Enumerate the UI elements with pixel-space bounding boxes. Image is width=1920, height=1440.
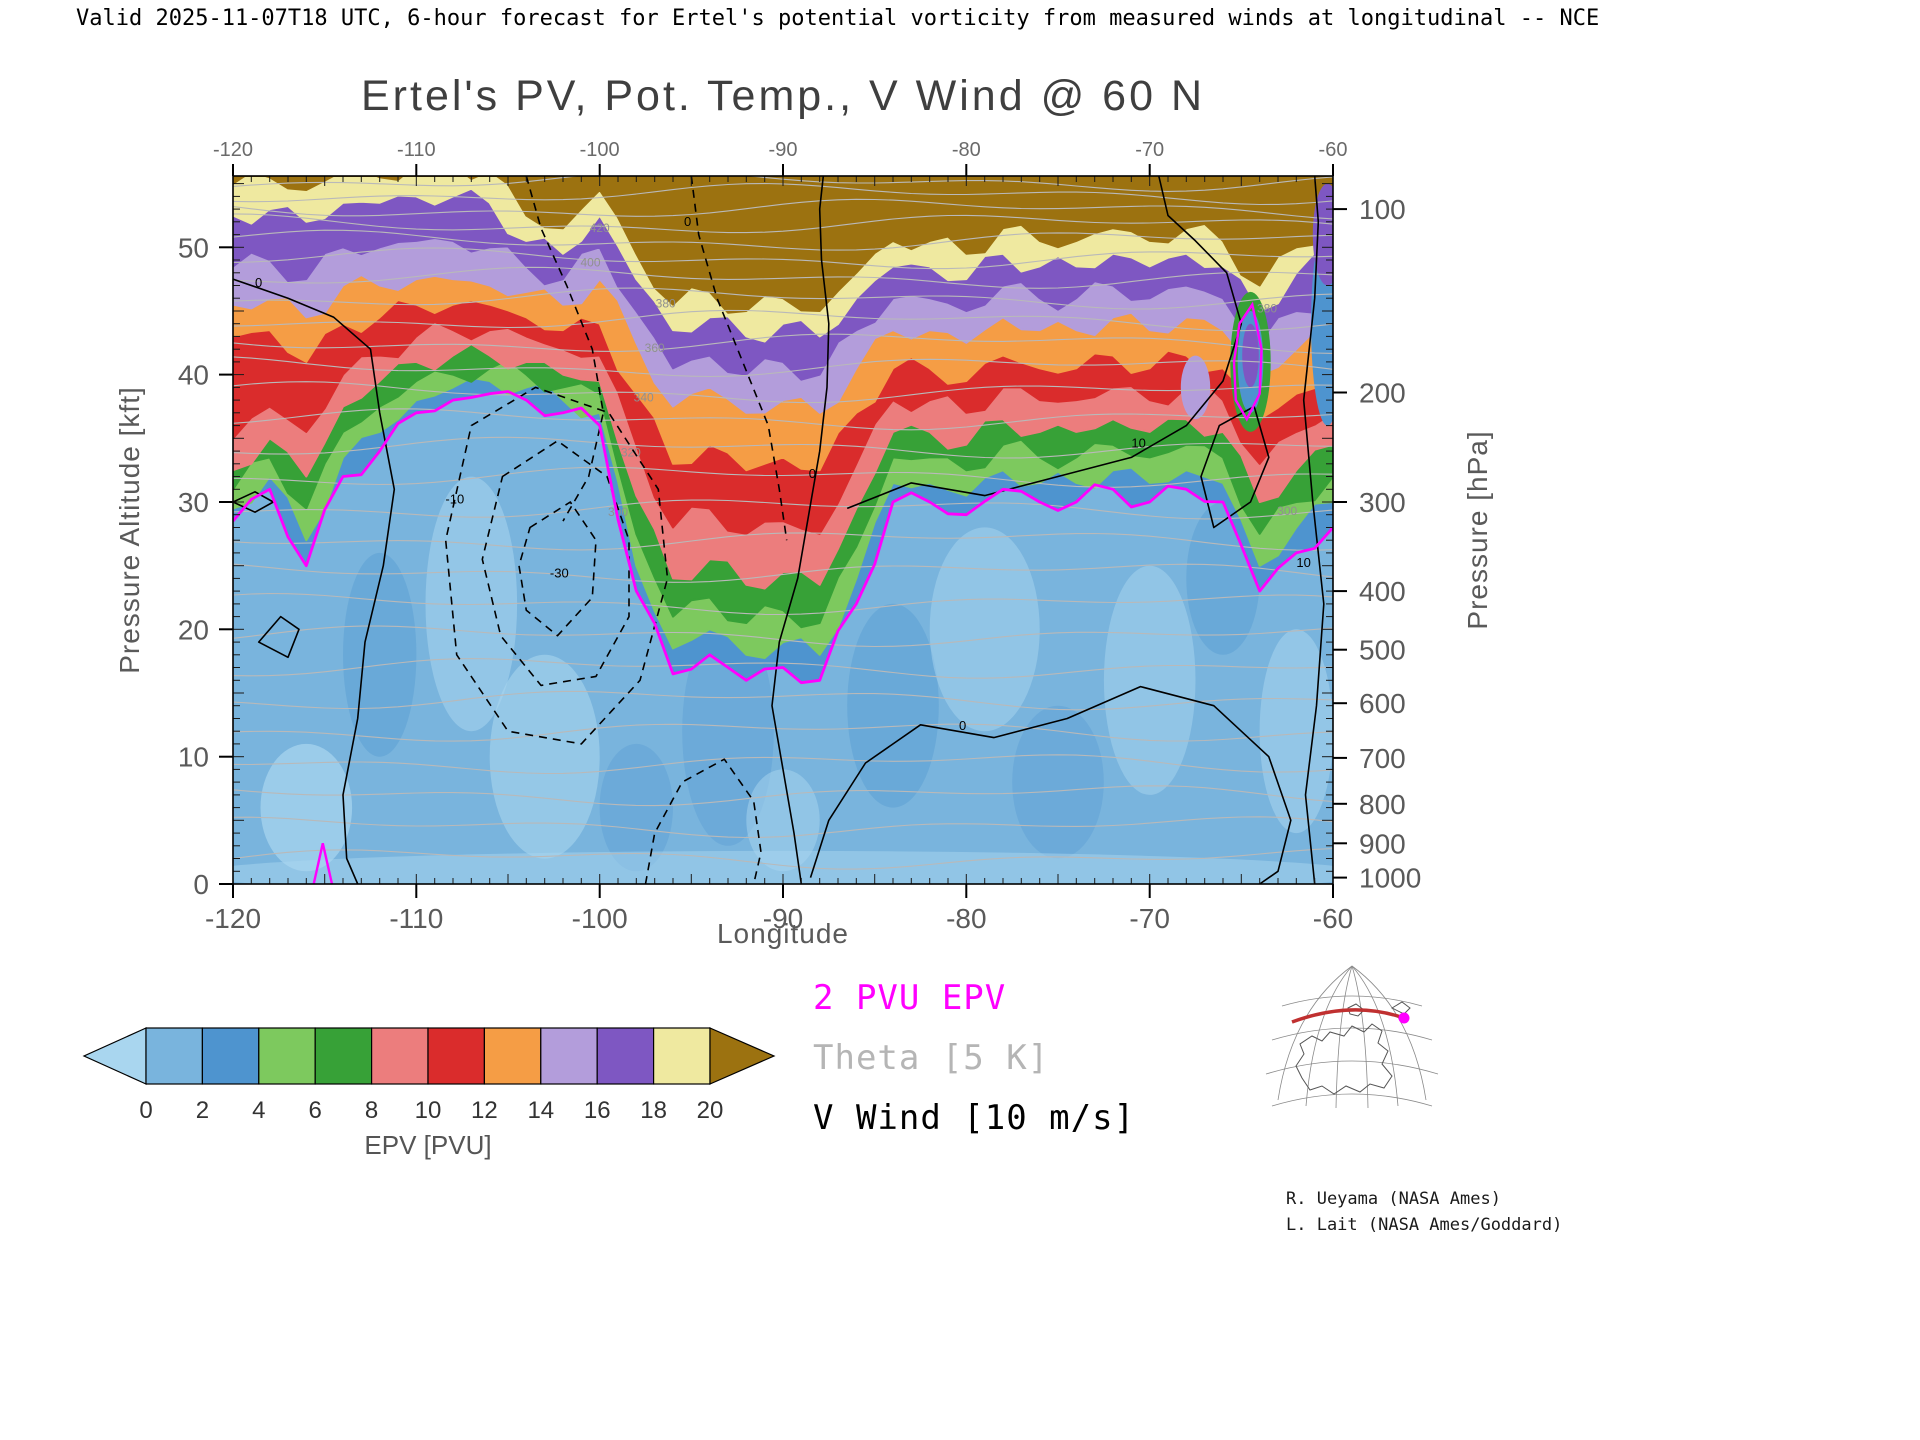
svg-text:-10: -10 [445,491,464,506]
svg-text:0: 0 [255,275,262,290]
svg-text:8: 8 [365,1097,378,1124]
axes: 01020304050-120-120-110-110-100-100-90-9… [178,139,1421,934]
svg-text:340: 340 [634,391,654,405]
legend-v-wind: V Wind [10 m/s] [813,1098,1136,1138]
svg-text:6: 6 [309,1097,322,1124]
svg-text:200: 200 [1359,377,1406,408]
svg-text:380: 380 [656,296,676,310]
credits: R. Ueyama (NASA Ames) L. Lait (NASA Ames… [1286,1186,1562,1238]
svg-text:320: 320 [621,445,641,459]
svg-text:4: 4 [252,1097,265,1124]
map-latitude-60n-line [1291,1008,1405,1024]
plot-title: Ertel's PV, Pot. Temp., V Wind @ 60 N [361,72,1205,120]
epv-filled-contours [233,176,1333,884]
svg-text:300: 300 [608,505,628,519]
svg-text:10: 10 [178,742,209,773]
svg-text:300: 300 [1277,504,1297,518]
tropopause-2pvu-line [233,301,1333,884]
svg-text:-90: -90 [763,903,803,934]
svg-text:-110: -110 [389,903,443,934]
svg-text:10: 10 [1131,435,1145,450]
troposphere-texture [233,476,1333,884]
svg-text:12: 12 [471,1097,498,1124]
svg-text:400: 400 [1359,576,1406,607]
legend-theta: Theta [5 K] [813,1038,1050,1078]
svg-text:20: 20 [178,614,209,645]
colorbar: 0 2 4 6 8 10 12 14 16 18 20 EPV [PVU] [82,1027,776,1160]
map-location-dot [1398,1012,1410,1024]
svg-text:16: 16 [584,1097,611,1124]
svg-text:1000: 1000 [1359,863,1421,894]
svg-text:-90: -90 [769,139,798,161]
legend: 2 PVU EPV Theta [5 K] V Wind [10 m/s] [813,980,1135,1160]
left-axis-label: Pressure Altitude [kft] [114,386,145,674]
svg-text:20: 20 [697,1097,724,1124]
svg-text:10: 10 [1296,555,1310,570]
svg-text:0: 0 [139,1097,152,1124]
svg-text:700: 700 [1359,743,1406,774]
svg-text:-110: -110 [397,139,436,161]
svg-text:500: 500 [1359,635,1406,666]
svg-text:18: 18 [640,1097,667,1124]
svg-text:360: 360 [645,341,665,355]
map-inset [1265,965,1439,1109]
svg-text:-70: -70 [1129,903,1169,934]
svg-text:-70: -70 [1135,139,1164,161]
svg-text:-60: -60 [1313,903,1353,934]
svg-text:-30: -30 [550,565,569,580]
svg-text:-120: -120 [213,139,253,161]
map-graticule [1265,965,1439,1109]
svg-text:14: 14 [527,1097,554,1124]
svg-text:100: 100 [1359,194,1406,225]
svg-text:-120: -120 [205,903,261,934]
right-axis-label: Pressure [hPa] [1462,430,1493,630]
x-axis-label: Longitude [716,918,849,949]
svg-text:-80: -80 [946,903,986,934]
svg-text:30: 30 [178,487,209,518]
svg-text:50: 50 [178,232,209,263]
svg-text:300: 300 [1359,487,1406,518]
map-coastline [1295,1001,1411,1095]
svg-text:600: 600 [1359,688,1406,719]
svg-text:400: 400 [580,256,600,270]
svg-text:0: 0 [684,214,691,229]
svg-text:380: 380 [1257,301,1277,315]
valid-timestamp-text: Valid 2025-11-07T18 UTC, 6-hour forecast… [76,6,1600,31]
svg-text:900: 900 [1359,828,1406,859]
svg-text:0: 0 [959,718,966,733]
credit-line-1: R. Ueyama (NASA Ames) [1286,1189,1501,1209]
svg-text:40: 40 [178,360,209,391]
v-wind-contours: 0 0 10 -10 -30 0 10 0 [233,176,1325,884]
svg-text:-100: -100 [572,903,628,934]
svg-text:-80: -80 [952,139,981,161]
svg-text:2: 2 [196,1097,209,1124]
svg-text:800: 800 [1359,789,1406,820]
svg-text:10: 10 [415,1097,442,1124]
theta-contours: 300 320 340 360 380 400 420 300 380 [233,176,1333,870]
svg-text:-100: -100 [580,139,620,161]
svg-text:420: 420 [590,221,610,235]
svg-text:0: 0 [809,466,816,481]
credit-line-2: L. Lait (NASA Ames/Goddard) [1286,1215,1563,1235]
svg-text:-60: -60 [1319,139,1348,161]
legend-2pvu-epv: 2 PVU EPV [813,978,1007,1018]
svg-text:EPV [PVU]: EPV [PVU] [364,1130,491,1160]
svg-text:0: 0 [193,869,209,900]
